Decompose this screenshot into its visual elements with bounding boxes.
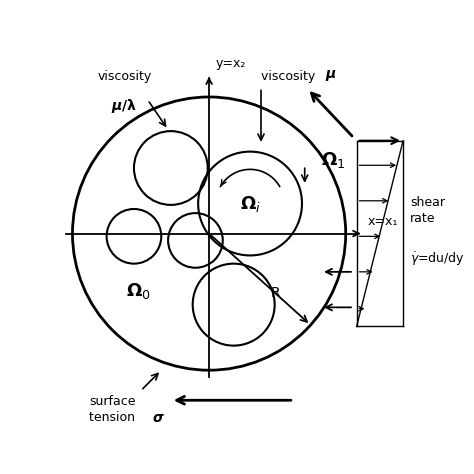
Text: rate: rate [410, 212, 436, 226]
Text: $\boldsymbol{\mu}$: $\boldsymbol{\mu}$ [325, 68, 337, 83]
Text: y=x₂: y=x₂ [216, 57, 246, 70]
Text: x=x₁: x=x₁ [367, 215, 398, 228]
Text: $\boldsymbol{\Omega}_0$: $\boldsymbol{\Omega}_0$ [126, 281, 150, 301]
Text: $\boldsymbol{\mu/\lambda}$: $\boldsymbol{\mu/\lambda}$ [111, 97, 137, 115]
Text: shear: shear [410, 196, 445, 209]
Text: tension: tension [89, 411, 139, 424]
Text: $\boldsymbol{\sigma}$: $\boldsymbol{\sigma}$ [152, 411, 164, 425]
Text: viscosity: viscosity [261, 70, 319, 83]
Text: $\boldsymbol{\Omega}_1$: $\boldsymbol{\Omega}_1$ [321, 150, 346, 170]
Text: viscosity: viscosity [97, 70, 152, 83]
Text: R: R [271, 286, 281, 300]
Text: $\boldsymbol{\Omega}_i$: $\boldsymbol{\Omega}_i$ [239, 193, 261, 213]
Text: $\dot{\gamma}$=du/dy: $\dot{\gamma}$=du/dy [410, 250, 465, 267]
Text: surface: surface [89, 395, 136, 408]
